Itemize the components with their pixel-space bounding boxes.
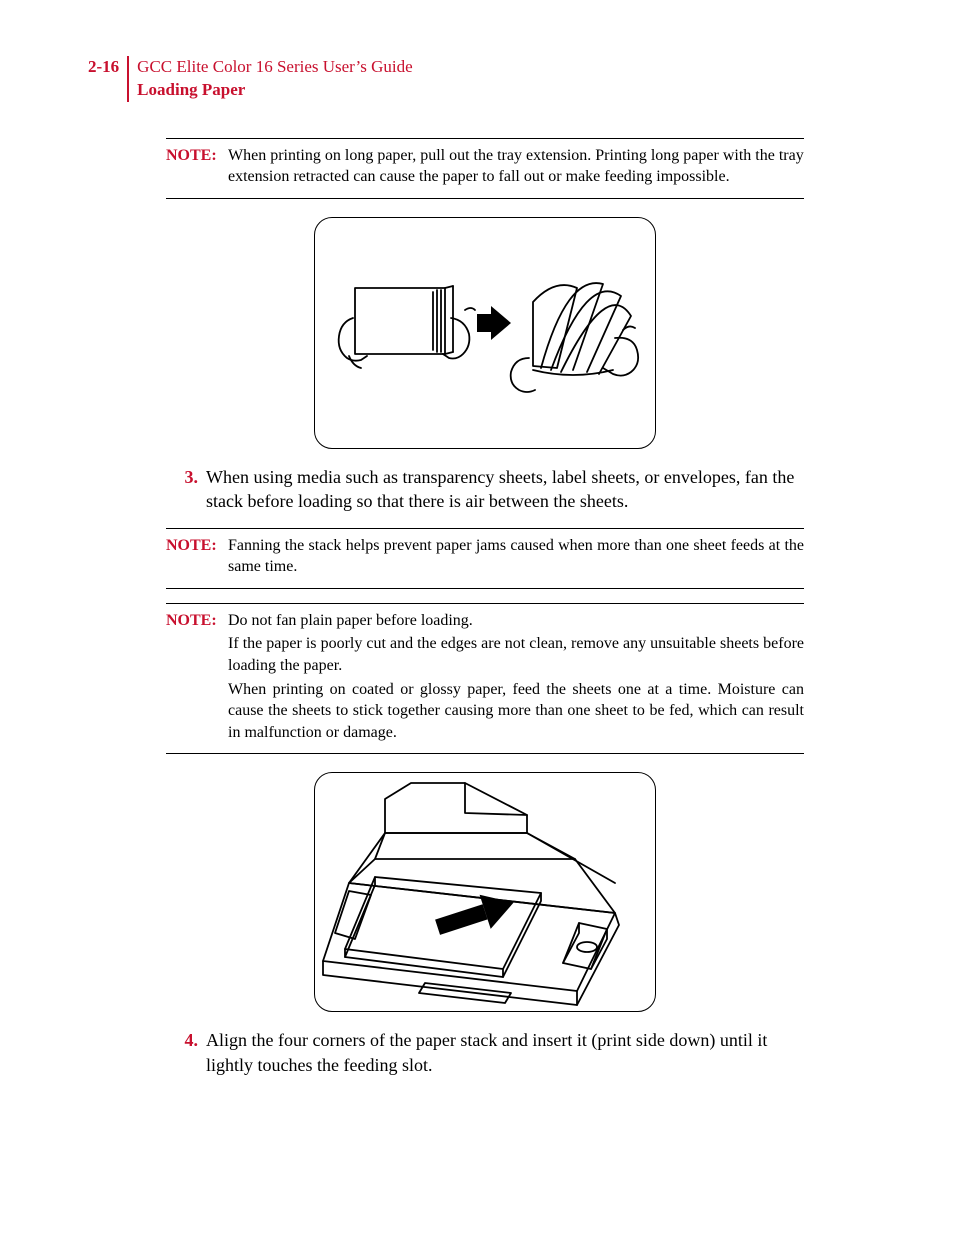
note-label: NOTE:	[166, 145, 228, 190]
note-text: Fanning the stack helps prevent paper ja…	[228, 535, 804, 580]
step-item: 3. When using media such as transparency…	[166, 465, 804, 514]
manual-page: 2-16 GCC Elite Color 16 Series User’s Gu…	[0, 0, 954, 1235]
note-text: Do not fan plain paper before loading. I…	[228, 610, 804, 746]
note-block: NOTE: When printing on long paper, pull …	[166, 138, 804, 199]
figure	[166, 217, 804, 449]
note-block: NOTE: Fanning the stack helps prevent pa…	[166, 528, 804, 589]
note-paragraph: Do not fan plain paper before loading.	[228, 610, 804, 632]
fanning-paper-illustration	[314, 217, 656, 449]
note-text: When printing on long paper, pull out th…	[228, 145, 804, 190]
step-text: Align the four corners of the paper stac…	[206, 1028, 804, 1077]
page-number: 2-16	[88, 56, 127, 79]
insert-paper-tray-illustration	[314, 772, 656, 1012]
step-number: 3.	[166, 465, 206, 514]
page-content: NOTE: When printing on long paper, pull …	[166, 138, 804, 1077]
note-paragraph: When printing on coated or glossy paper,…	[228, 679, 804, 744]
step-text: When using media such as transparency sh…	[206, 465, 804, 514]
page-header: 2-16 GCC Elite Color 16 Series User’s Gu…	[88, 56, 804, 102]
note-paragraph: If the paper is poorly cut and the edges…	[228, 633, 804, 676]
note-label: NOTE:	[166, 535, 228, 580]
step-number: 4.	[166, 1028, 206, 1077]
step-item: 4. Align the four corners of the paper s…	[166, 1028, 804, 1077]
note-paragraph: When printing on long paper, pull out th…	[228, 145, 804, 188]
figure	[166, 772, 804, 1012]
section-title: Loading Paper	[137, 79, 412, 102]
note-block: NOTE: Do not fan plain paper before load…	[166, 603, 804, 755]
guide-title: GCC Elite Color 16 Series User’s Guide	[137, 56, 412, 79]
header-text: GCC Elite Color 16 Series User’s Guide L…	[137, 56, 412, 102]
header-rule	[127, 56, 129, 102]
note-paragraph: Fanning the stack helps prevent paper ja…	[228, 535, 804, 578]
note-label: NOTE:	[166, 610, 228, 746]
